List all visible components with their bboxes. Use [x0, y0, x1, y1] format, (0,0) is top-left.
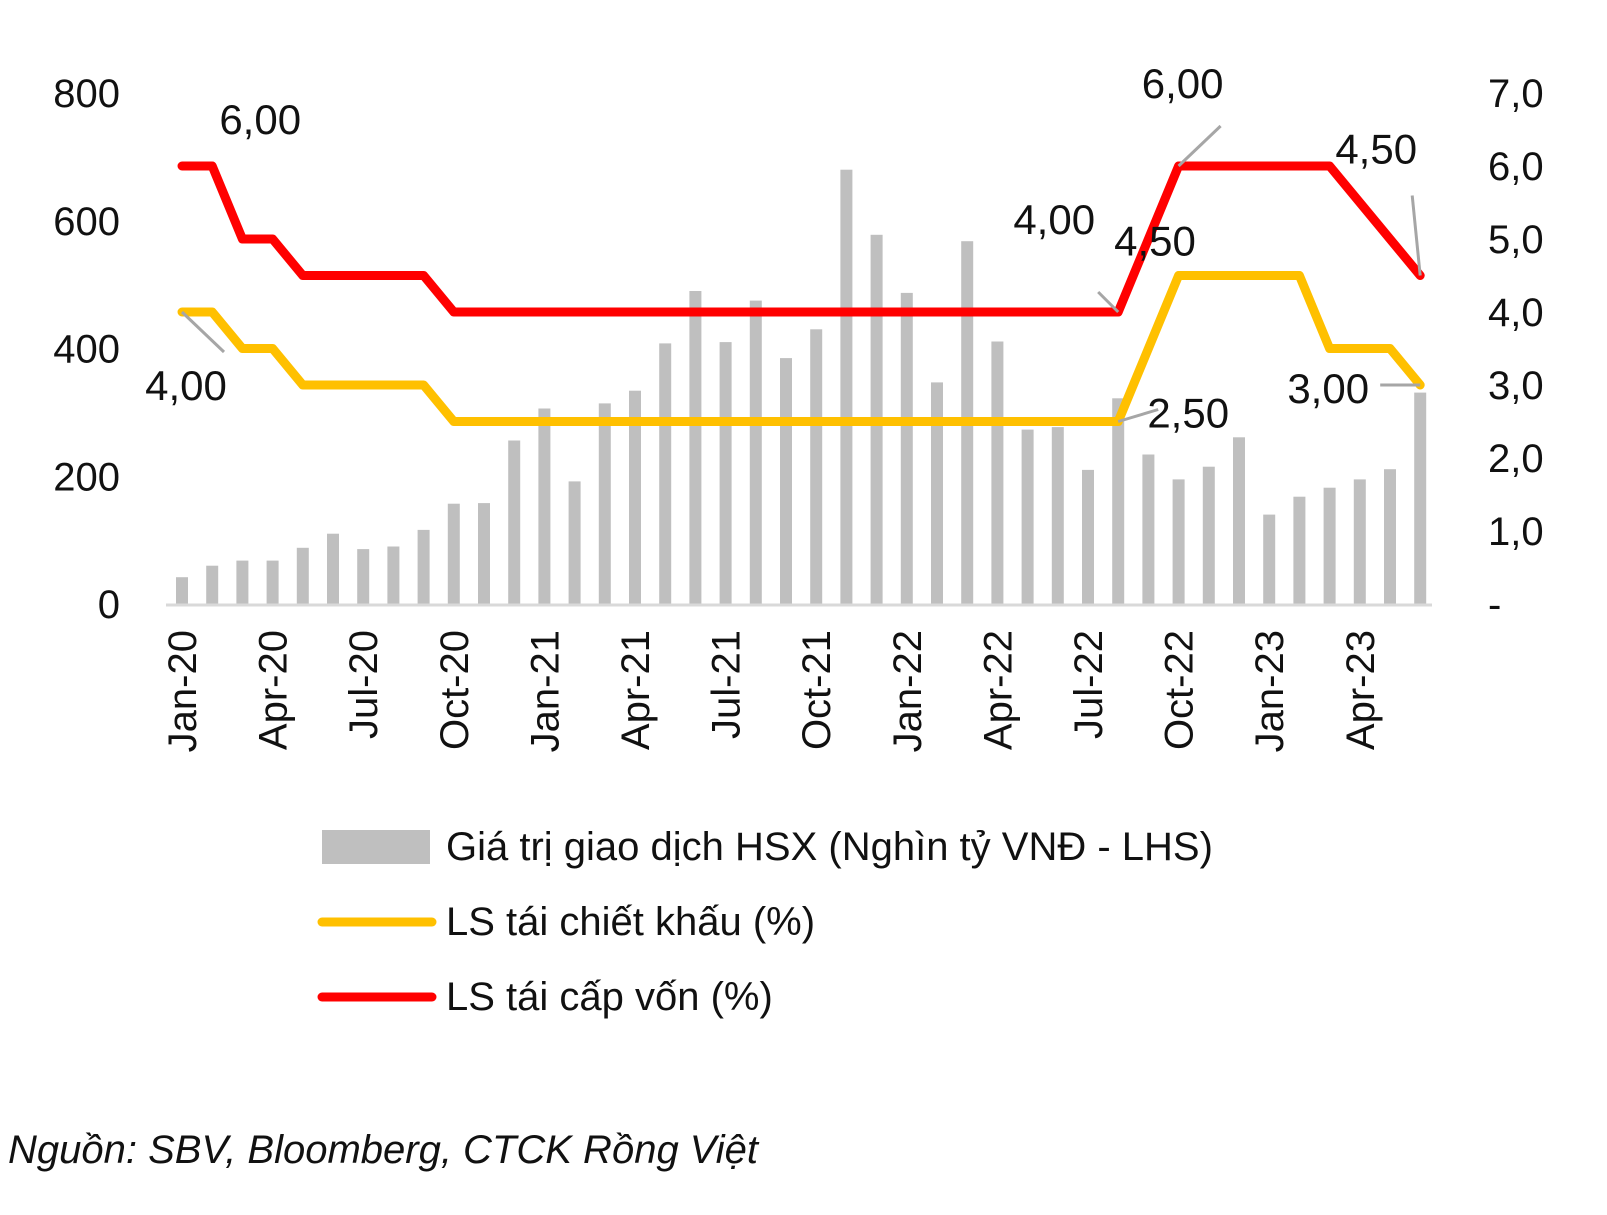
bar-Apr-20 — [266, 560, 279, 604]
x-tick-label: Jul-21 — [705, 630, 749, 739]
bar-Oct-20 — [447, 503, 460, 604]
bar-Apr-22 — [991, 341, 1004, 604]
y-axis-left: 0 200 400 600 800 — [53, 72, 120, 627]
bar-Jan-23 — [1263, 514, 1276, 604]
y-right-tick-label: 3,0 — [1488, 364, 1544, 408]
y-left-tick-label: 200 — [53, 455, 120, 499]
y-left-tick-label: 400 — [53, 328, 120, 372]
bar-May-22 — [1021, 429, 1034, 604]
x-tick-label: Jul-22 — [1067, 630, 1111, 739]
data-label-leader — [1410, 195, 1422, 276]
bar-Nov-20 — [478, 503, 490, 604]
bar-Nov-21 — [840, 169, 853, 604]
bar-Jan-20 — [176, 577, 188, 604]
data-label: 4,00 — [1013, 196, 1095, 243]
bar-Apr-21 — [629, 390, 641, 604]
bar-Feb-21 — [568, 481, 581, 604]
data-label: 2,50 — [1147, 390, 1229, 437]
data-label-leader — [1117, 408, 1159, 423]
bar-Sep-22 — [1142, 454, 1155, 604]
data-label-leader — [180, 310, 226, 354]
bar-Aug-22 — [1112, 398, 1125, 604]
legend: Giá trị giao dịch HSX (Nghìn tỷ VNĐ - LH… — [317, 825, 1213, 1019]
data-label: 4,50 — [1114, 218, 1196, 265]
y-left-tick-label: 600 — [53, 200, 120, 244]
x-tick-label: Oct-21 — [795, 630, 839, 750]
x-tick-label: Oct-22 — [1158, 630, 1202, 750]
y-right-tick-label: - — [1488, 583, 1501, 627]
bar-May-21 — [659, 343, 672, 604]
y-axis-right: - 1,0 2,0 3,0 4,0 5,0 6,0 7,0 — [1488, 72, 1544, 627]
y-left-tick-label: 0 — [98, 583, 120, 627]
data-label: 3,00 — [1287, 365, 1369, 412]
bar-Mar-23 — [1323, 487, 1336, 604]
x-tick-label: Apr-23 — [1339, 630, 1383, 750]
y-right-tick-label: 2,0 — [1488, 437, 1544, 481]
x-tick-label: Jan-22 — [886, 630, 930, 752]
bar-Jan-21 — [538, 408, 551, 604]
data-label: 6,00 — [1142, 60, 1224, 107]
line-series-group — [177, 161, 1425, 426]
bar-Jul-20 — [357, 549, 370, 604]
bar-Feb-23 — [1293, 496, 1306, 604]
y-right-tick-label: 7,0 — [1488, 72, 1544, 116]
bar-Sep-21 — [780, 358, 792, 604]
bar-Jun-23 — [1414, 392, 1427, 604]
y-left-tick-label: 800 — [53, 72, 120, 116]
legend-label-refinance: LS tái cấp vốn (%) — [446, 975, 773, 1019]
bar-Feb-20 — [206, 565, 219, 604]
line-refinance-rate — [177, 161, 1425, 317]
source-note: Nguồn: SBV, Bloomberg, CTCK Rồng Việt — [8, 1128, 758, 1172]
x-tick-label: Apr-20 — [252, 630, 296, 750]
x-tick-label: Jan-21 — [523, 630, 567, 752]
x-axis: Jan-20 Apr-20 Jul-20 Oct-20 Jan-21 Apr-21 Jul-… — [161, 630, 1383, 752]
x-tick-label: Apr-21 — [614, 630, 658, 750]
x-tick-label: Jan-23 — [1248, 630, 1292, 752]
bar-Dec-20 — [508, 440, 521, 604]
bar-Apr-23 — [1353, 479, 1366, 604]
bar-Jun-22 — [1051, 427, 1064, 604]
data-label: 6,00 — [219, 96, 301, 143]
bar-Sep-20 — [417, 529, 430, 604]
bar-Nov-22 — [1202, 466, 1215, 604]
y-right-tick-label: 1,0 — [1488, 510, 1544, 554]
y-right-tick-label: 4,0 — [1488, 291, 1544, 335]
bar-Mar-20 — [236, 560, 249, 604]
bar-Aug-21 — [749, 300, 762, 604]
bar-Feb-22 — [931, 382, 943, 604]
line-discount-rate — [177, 271, 1425, 426]
bar-Oct-22 — [1172, 479, 1185, 604]
x-tick-label: Apr-22 — [976, 630, 1020, 750]
legend-label-discount: LS tái chiết khấu (%) — [446, 900, 815, 944]
data-label: 4,00 — [145, 362, 227, 409]
legend-swatch-hsx — [322, 830, 430, 864]
bar-May-20 — [296, 547, 309, 604]
bar-Jul-21 — [719, 342, 732, 604]
x-tick-label: Oct-20 — [433, 630, 477, 750]
bar-Jul-22 — [1082, 469, 1094, 604]
bar-Oct-21 — [810, 329, 823, 604]
y-right-tick-label: 6,0 — [1488, 145, 1544, 189]
x-tick-label: Jan-20 — [161, 630, 205, 752]
bar-Mar-21 — [598, 403, 611, 604]
bar-Jun-21 — [689, 291, 702, 604]
data-label: 4,50 — [1335, 126, 1417, 173]
data-label-leader — [1097, 290, 1120, 314]
bar-series-hsx — [176, 169, 1427, 605]
data-labels: 6,00 4,00 4,00 6,00 4,50 4,50 2,50 3,00 — [145, 60, 1422, 437]
bar-Aug-20 — [387, 546, 400, 604]
x-tick-label: Jul-20 — [342, 630, 386, 739]
bar-Dec-22 — [1233, 437, 1245, 604]
y-right-tick-label: 5,0 — [1488, 218, 1544, 262]
bar-Jun-20 — [327, 533, 339, 604]
bar-May-23 — [1384, 469, 1396, 604]
legend-label-hsx: Giá trị giao dịch HSX (Nghìn tỷ VNĐ - LH… — [446, 825, 1213, 869]
data-label-leader — [1177, 124, 1222, 168]
bar-Jan-22 — [900, 292, 913, 604]
